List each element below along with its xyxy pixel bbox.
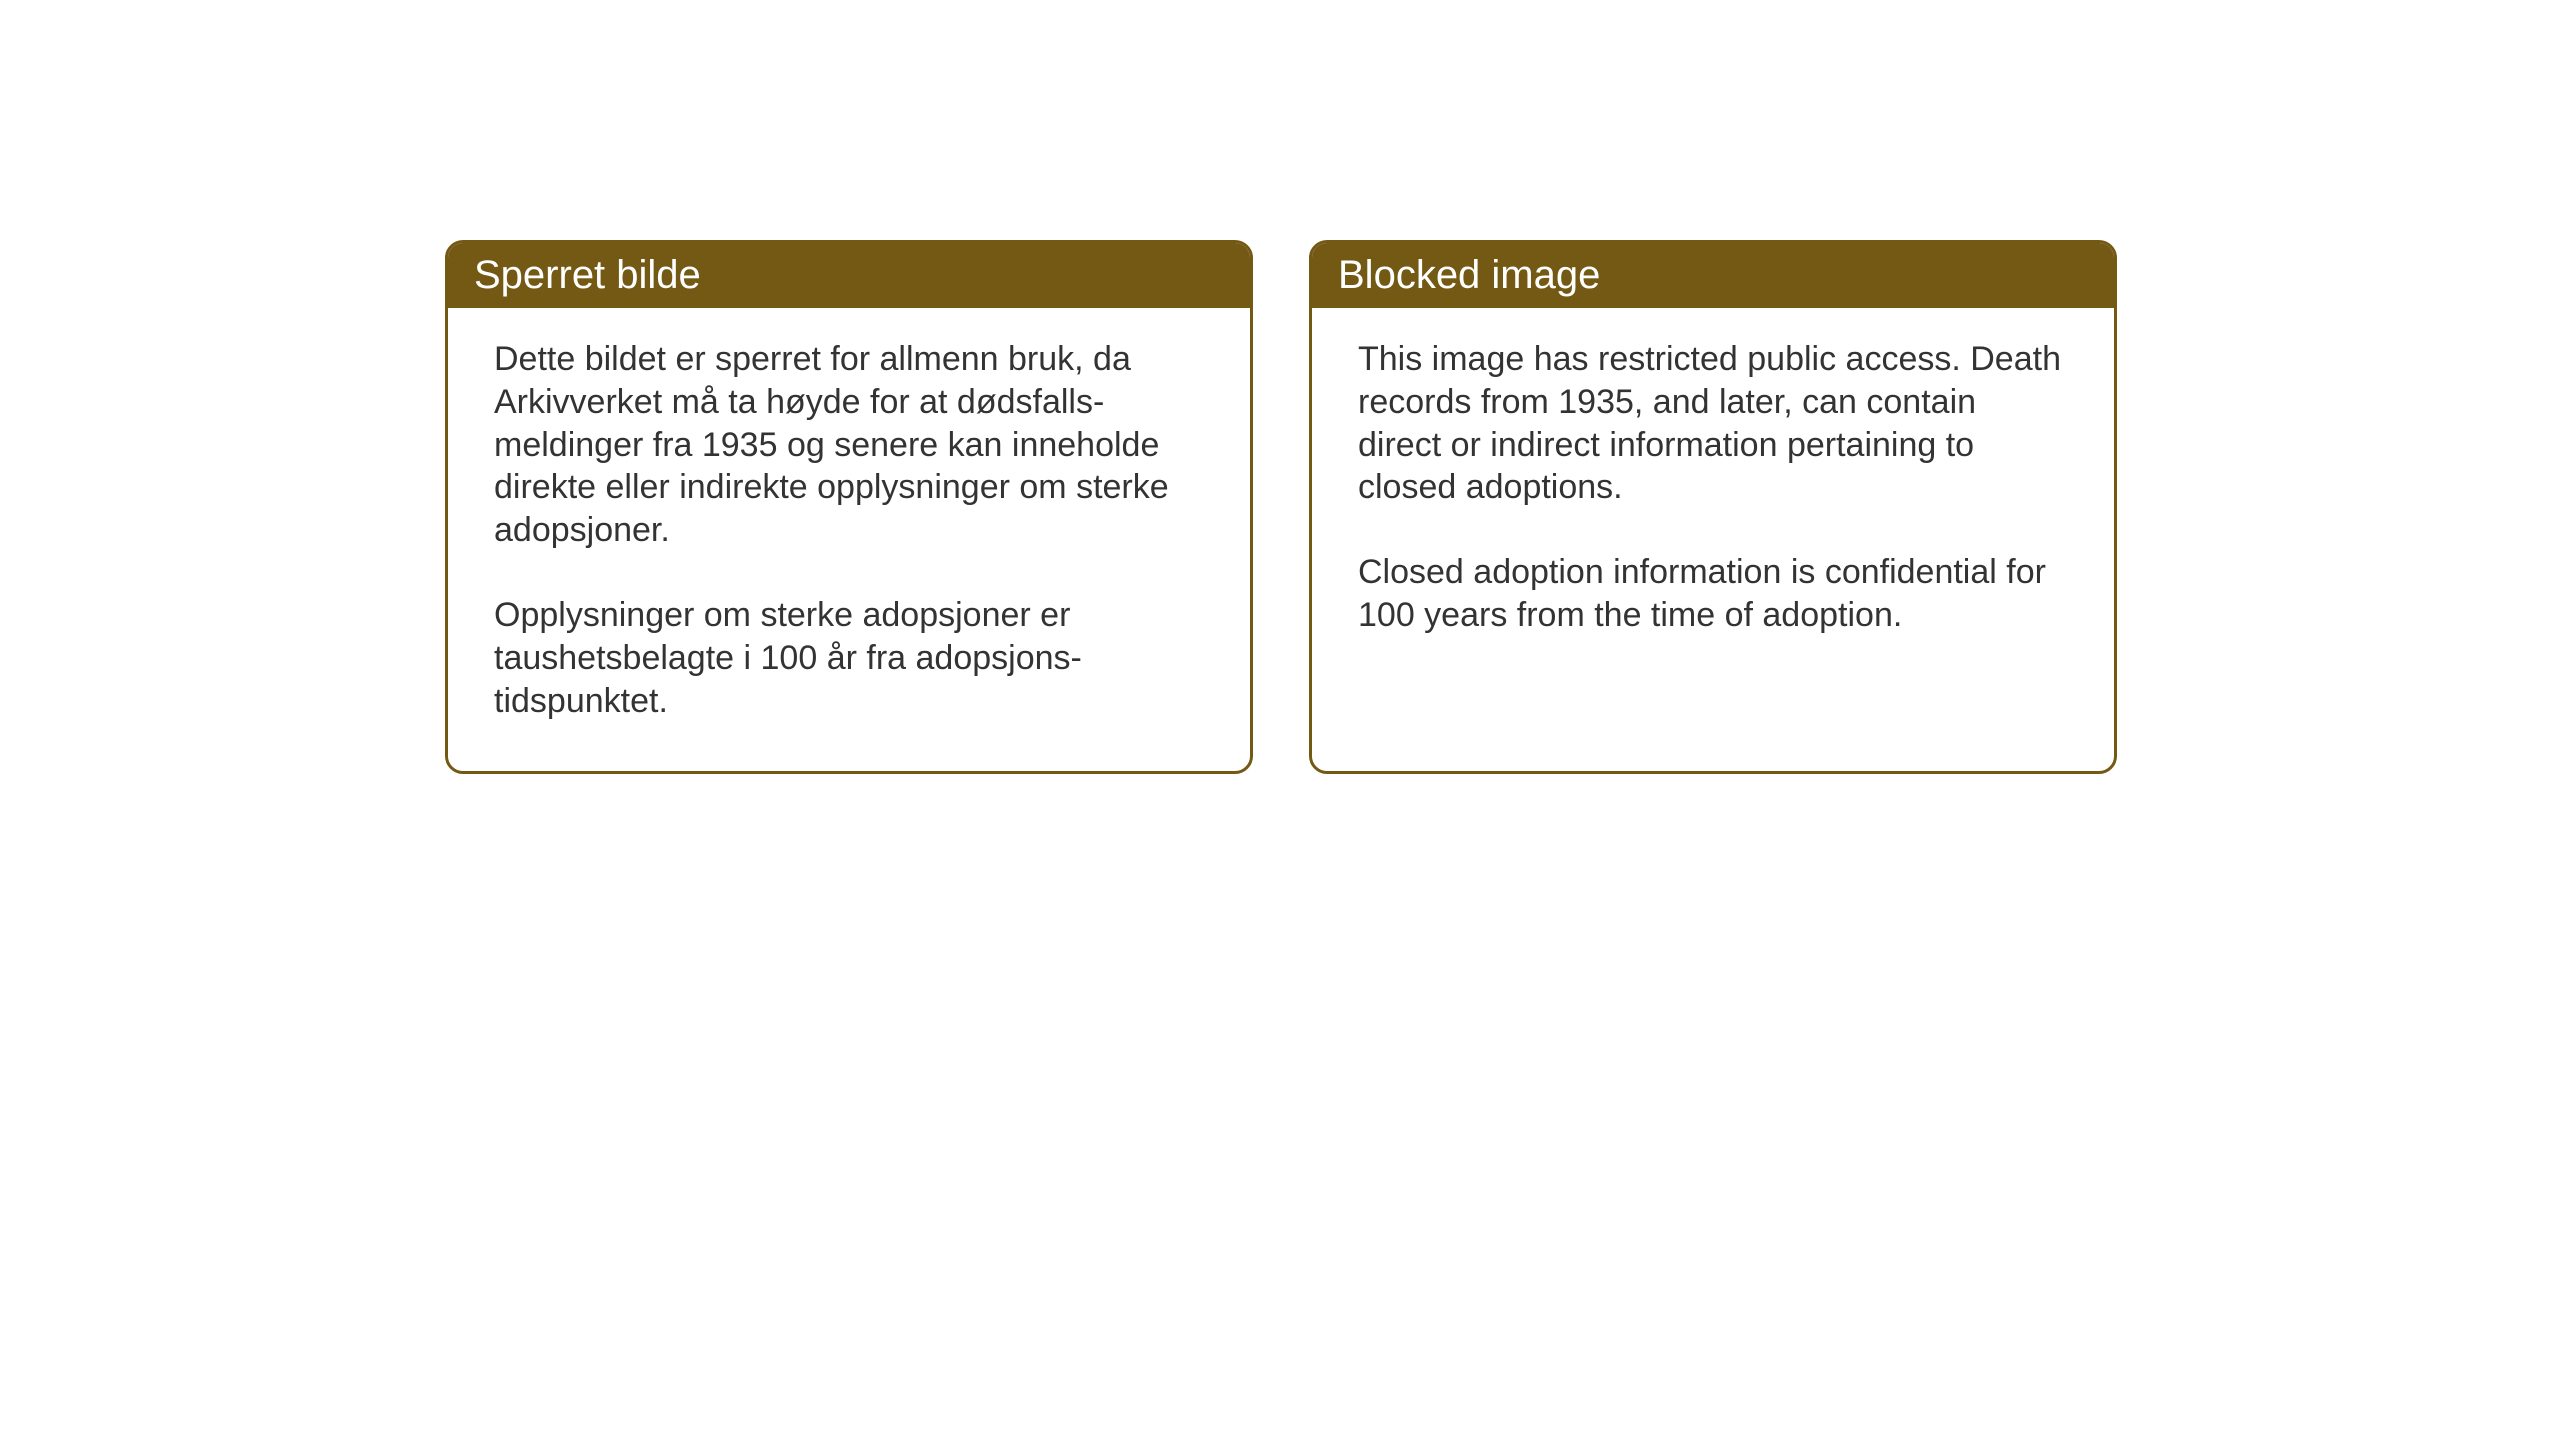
card-paragraph-2-norwegian: Opplysninger om sterke adopsjoner er tau… <box>494 594 1204 722</box>
card-body-english: This image has restricted public access.… <box>1312 308 2114 685</box>
card-paragraph-1-english: This image has restricted public access.… <box>1358 338 2068 509</box>
card-header-english: Blocked image <box>1312 243 2114 308</box>
cards-container: Sperret bilde Dette bildet er sperret fo… <box>445 240 2117 774</box>
card-norwegian: Sperret bilde Dette bildet er sperret fo… <box>445 240 1253 774</box>
card-body-norwegian: Dette bildet er sperret for allmenn bruk… <box>448 308 1250 771</box>
card-paragraph-1-norwegian: Dette bildet er sperret for allmenn bruk… <box>494 338 1204 552</box>
card-paragraph-2-english: Closed adoption information is confident… <box>1358 551 2068 637</box>
card-header-norwegian: Sperret bilde <box>448 243 1250 308</box>
card-english: Blocked image This image has restricted … <box>1309 240 2117 774</box>
